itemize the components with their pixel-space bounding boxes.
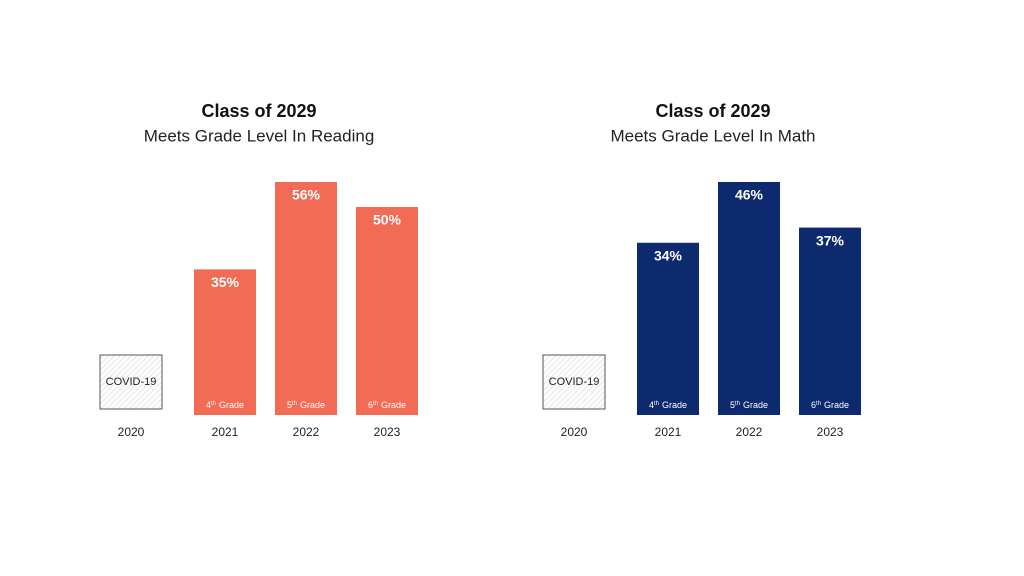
grade-suffix: th [211,401,216,407]
chart-subtitle: Meets Grade Level In Math [610,126,815,145]
bar [637,242,699,415]
grade-ordinal: 4 [206,400,211,410]
value-label: 46% [735,187,764,203]
x-tick-label: 2020 [561,425,588,439]
grade-suffix: th [373,401,378,407]
value-label: 50% [373,212,402,228]
bar [194,269,256,415]
grade-label: 5th Grade [730,400,768,410]
grade-ordinal: 6 [368,400,373,410]
bar [356,206,418,415]
placeholder-label: COVID-19 [549,376,600,388]
x-tick-label: 2021 [212,425,239,439]
x-tick-label: 2023 [817,425,844,439]
chart-title: Class of 2029 [655,101,770,121]
grade-label: 5th Grade [287,400,325,410]
chart-subtitle: Meets Grade Level In Reading [144,126,375,145]
grade-ordinal: 5 [730,400,735,410]
grade-label: 4th Grade [649,400,687,410]
grade-suffix: th [816,401,821,407]
grade-ordinal: 4 [649,400,654,410]
placeholder-box [99,354,163,410]
value-label: 34% [654,247,683,263]
x-tick-label: 2023 [374,425,401,439]
grade-suffix: th [292,401,297,407]
x-tick-label: 2021 [655,425,682,439]
bar [275,182,337,415]
value-label: 35% [211,274,240,290]
grade-word: Grade [824,400,849,410]
grade-label: 6th Grade [368,400,406,410]
chart-title: Class of 2029 [201,101,316,121]
grade-word: Grade [743,400,768,410]
bar [718,182,780,415]
grade-word: Grade [381,400,406,410]
placeholder-label: COVID-19 [106,376,157,388]
x-tick-label: 2022 [736,425,763,439]
grade-label: 4th Grade [206,400,244,410]
grade-ordinal: 5 [287,400,292,410]
grade-word: Grade [219,400,244,410]
grade-word: Grade [300,400,325,410]
value-label: 37% [816,232,845,248]
grade-suffix: th [654,401,659,407]
bar [799,227,861,415]
value-label: 56% [292,187,321,203]
grade-word: Grade [662,400,687,410]
grade-label: 6th Grade [811,400,849,410]
x-tick-label: 2022 [293,425,320,439]
placeholder-box [542,354,606,410]
grade-ordinal: 6 [811,400,816,410]
grade-suffix: th [735,401,740,407]
x-tick-label: 2020 [118,425,145,439]
